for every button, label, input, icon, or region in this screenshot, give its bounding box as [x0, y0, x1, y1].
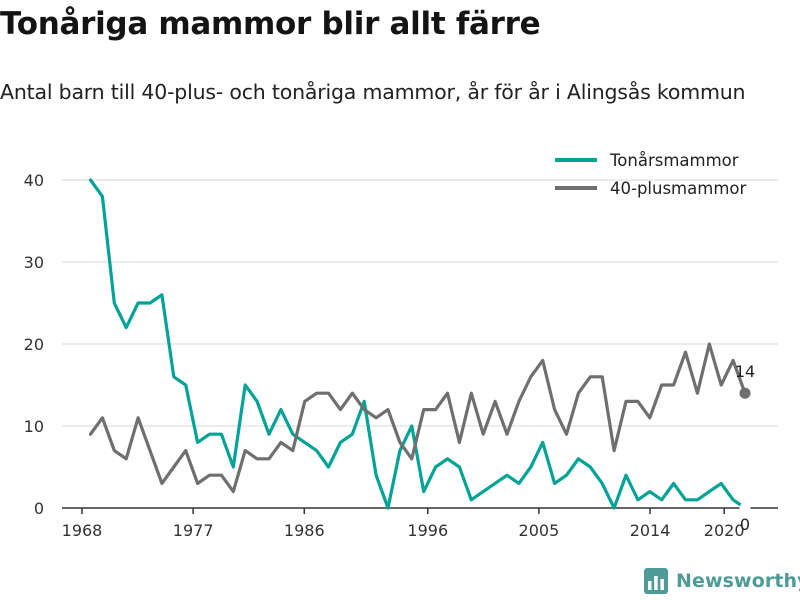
x-tick-label: 1977: [173, 521, 214, 540]
chart-subtitle: Antal barn till 40-plus- och tonåriga ma…: [0, 80, 746, 104]
newsworthy-brand: Newsworthy: [644, 568, 800, 594]
y-tick-label: 20: [24, 335, 44, 354]
series-end-label: 14: [735, 362, 755, 381]
series-end-marker: [739, 502, 751, 514]
x-tick-label: 1986: [284, 521, 325, 540]
y-tick-label: 10: [24, 417, 44, 436]
x-tick-label: 2005: [519, 521, 560, 540]
x-tick-label: 1968: [62, 521, 103, 540]
series-end-marker: [739, 387, 751, 399]
x-tick-label: 1996: [407, 521, 448, 540]
y-tick-label: 30: [24, 253, 44, 272]
chart-title: Tonåriga mammor blir allt färre: [0, 6, 541, 42]
legend-label: 40-plusmammor: [610, 179, 746, 198]
y-tick-label: 0: [34, 499, 44, 518]
x-tick-label: 2020: [704, 521, 745, 540]
y-tick-label: 40: [24, 171, 44, 190]
brand-name: Newsworthy: [676, 570, 800, 592]
x-tick-label: 2014: [630, 521, 671, 540]
newsworthy-chart-logo-icon: [644, 568, 668, 594]
series-line-tonarsmammor: [88, 178, 747, 510]
series-end-label: 0: [740, 515, 750, 534]
series-line-40-plusmammor: [88, 342, 747, 494]
legend-label: Tonårsmammor: [609, 151, 739, 170]
